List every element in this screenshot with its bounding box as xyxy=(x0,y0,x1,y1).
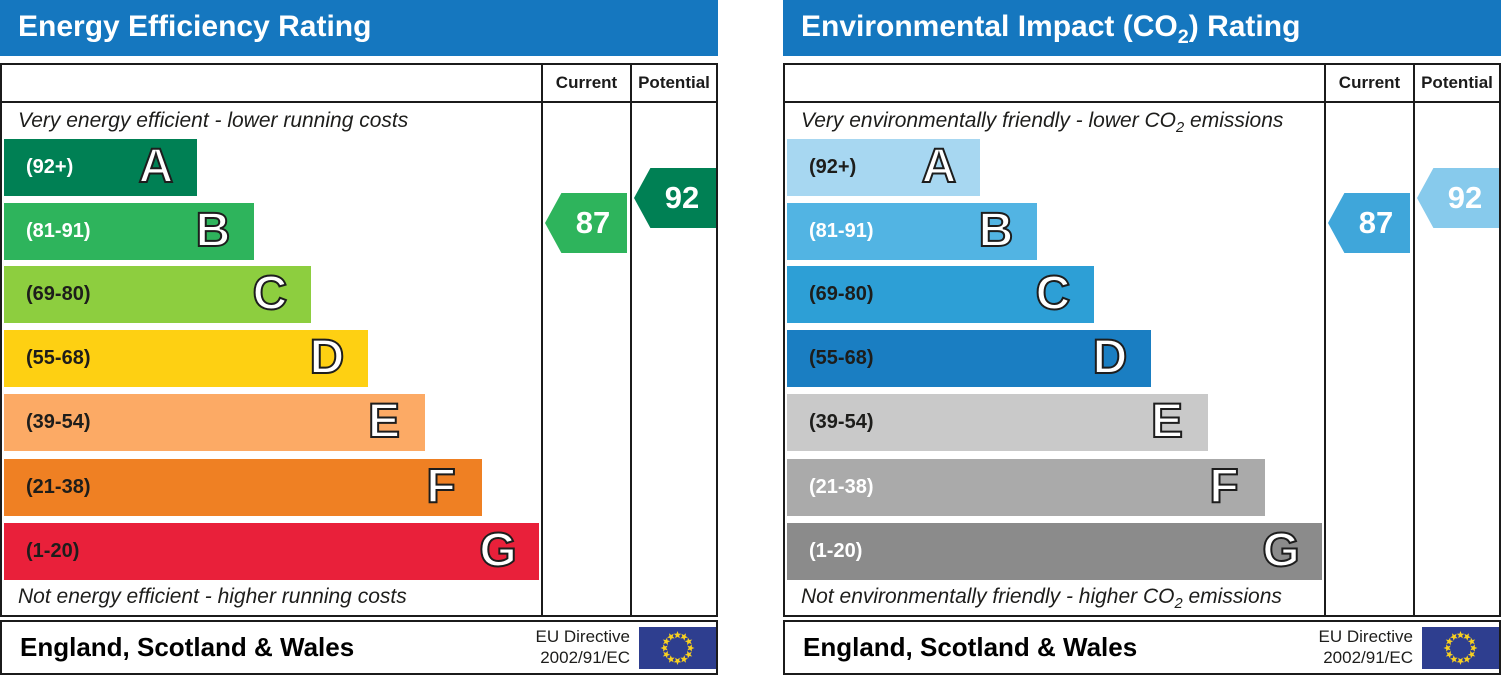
band-range-label: (92+) xyxy=(809,156,857,178)
column-divider xyxy=(541,63,543,617)
band-g: (1-20) G xyxy=(787,523,1322,580)
panel-title-text: Environmental Impact (CO xyxy=(801,10,1178,43)
band-range-label: (21-38) xyxy=(26,476,91,498)
band-f: (21-38) F xyxy=(4,459,482,516)
band-e: (39-54) E xyxy=(4,394,425,451)
band-letter: C xyxy=(252,266,289,321)
eu-flag-icon xyxy=(639,627,716,669)
panel-title-text-post: ) Rating xyxy=(1188,10,1301,43)
potential-rating-arrow: 92 xyxy=(634,168,716,228)
band-letter: A xyxy=(921,139,958,194)
band-g: (1-20) G xyxy=(4,523,539,580)
potential-column-header: Potential xyxy=(638,73,710,92)
column-divider xyxy=(1413,63,1415,617)
band-c: (69-80) C xyxy=(787,266,1094,323)
band-range-label: (69-80) xyxy=(809,283,874,305)
current-rating-arrow: 87 xyxy=(1328,193,1410,253)
band-letter: C xyxy=(1035,266,1072,321)
band-letter: B xyxy=(195,203,232,258)
band-e: (39-54) E xyxy=(787,394,1208,451)
band-letter: E xyxy=(1150,394,1184,449)
top-caption: Very environmentally friendly - lower CO… xyxy=(801,109,1284,137)
eu-directive-label: EU Directive 2002/91/EC xyxy=(1318,627,1413,667)
band-letter: B xyxy=(978,203,1015,258)
band-letter: F xyxy=(425,459,456,514)
band-letter: G xyxy=(478,523,517,578)
band-range-label: (39-54) xyxy=(809,411,874,433)
eu-flag-icon xyxy=(1422,627,1499,669)
potential-column-header: Potential xyxy=(1421,73,1493,92)
header-row-divider xyxy=(0,101,716,103)
footer-region-label: England, Scotland & Wales xyxy=(20,632,355,662)
band-b: (81-91) B xyxy=(787,203,1037,260)
band-letter: D xyxy=(309,330,346,385)
column-divider xyxy=(1324,63,1326,617)
band-range-label: (55-68) xyxy=(809,347,874,369)
band-a: (92+) A xyxy=(4,139,197,196)
band-b: (81-91) B xyxy=(4,203,254,260)
band-d: (55-68) D xyxy=(4,330,368,387)
band-range-label: (55-68) xyxy=(26,347,91,369)
current-column-header: Current xyxy=(555,73,618,92)
band-range-label: (1-20) xyxy=(809,540,863,562)
band-letter: E xyxy=(367,394,401,449)
band-letter: D xyxy=(1092,330,1129,385)
band-d: (55-68) D xyxy=(787,330,1151,387)
band-range-label: (69-80) xyxy=(26,283,91,305)
footer: England, Scotland & Wales EU Directive 2… xyxy=(783,620,1501,675)
energy-efficiency-panel: Energy Efficiency Rating Current Potenti… xyxy=(0,0,718,675)
potential-rating-arrow: 92 xyxy=(1417,168,1499,228)
band-range-label: (21-38) xyxy=(809,476,874,498)
column-divider xyxy=(630,63,632,617)
header-row-divider xyxy=(783,101,1499,103)
band-letter: A xyxy=(138,139,175,194)
band-f: (21-38) F xyxy=(787,459,1265,516)
footer-region-label: England, Scotland & Wales xyxy=(803,632,1138,662)
panel-title: Energy Efficiency Rating xyxy=(0,0,718,56)
panel-title-text: Energy Efficiency Rating xyxy=(18,10,372,43)
current-rating-arrow: 87 xyxy=(545,193,627,253)
band-letter: F xyxy=(1208,459,1239,514)
band-c: (69-80) C xyxy=(4,266,311,323)
band-a: (92+) A xyxy=(787,139,980,196)
bottom-caption: Not environmentally friendly - higher CO… xyxy=(801,585,1282,613)
environmental-impact-panel: Environmental Impact (CO2) Rating Curren… xyxy=(783,0,1501,675)
panel-title-sub: 2 xyxy=(1177,26,1189,48)
panel-title: Environmental Impact (CO2) Rating xyxy=(783,0,1501,56)
current-column-header: Current xyxy=(1338,73,1401,92)
bottom-caption: Not energy efficient - higher running co… xyxy=(18,585,407,608)
footer: England, Scotland & Wales EU Directive 2… xyxy=(0,620,718,675)
eu-directive-label: EU Directive 2002/91/EC xyxy=(535,627,630,667)
band-letter: G xyxy=(1261,523,1300,578)
band-range-label: (92+) xyxy=(26,156,74,178)
band-range-label: (39-54) xyxy=(26,411,91,433)
band-range-label: (81-91) xyxy=(809,220,874,242)
top-caption: Very energy efficient - lower running co… xyxy=(18,109,409,132)
band-range-label: (1-20) xyxy=(26,540,80,562)
band-range-label: (81-91) xyxy=(26,220,91,242)
